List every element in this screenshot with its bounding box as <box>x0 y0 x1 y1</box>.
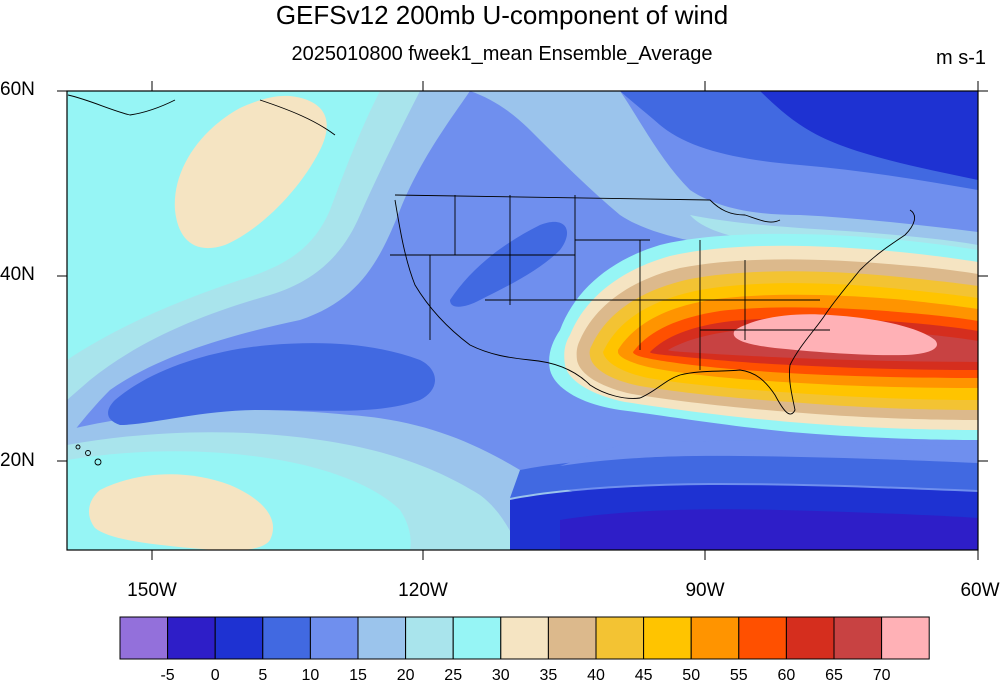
colorbar-label: 70 <box>872 667 891 684</box>
colorbar-label: -5 <box>160 667 175 684</box>
colorbar-box-13 <box>738 616 787 660</box>
field-35-40-nw-blob <box>174 95 327 249</box>
colorbar-label: 55 <box>729 667 748 684</box>
colorbar-label: 50 <box>682 667 701 684</box>
chart-title: GEFSv12 200mb U-component of wind <box>275 0 729 30</box>
colorbar-box-11 <box>643 616 692 660</box>
field-0-5-south <box>560 509 978 550</box>
lon-label-60w: 60W <box>960 580 1000 601</box>
colorbar-box-3 <box>262 616 311 660</box>
colorbar-box-10 <box>595 616 645 660</box>
hawaii-island-2 <box>85 450 91 456</box>
colorbar-label: 60 <box>777 667 796 684</box>
wind-field <box>67 91 978 550</box>
lat-label-60n: 60N <box>0 79 35 100</box>
field-20-25-canada <box>470 91 978 270</box>
colorbar <box>119 616 930 660</box>
colorbar-box-2 <box>214 616 264 660</box>
lat-label-40n: 40N <box>0 264 35 285</box>
colorbar-box-14 <box>785 616 835 660</box>
colorbar-box-4 <box>309 616 359 660</box>
colorbar-label: 30 <box>491 667 510 684</box>
map-frame <box>66 90 979 551</box>
colorbar-box-0 <box>119 616 169 660</box>
colorbar-box-5 <box>357 616 407 660</box>
colorbar-label: 25 <box>444 667 463 684</box>
lon-label-120w: 120W <box>398 580 448 601</box>
lon-label-150w: 150W <box>127 580 177 601</box>
lon-label-90w: 90W <box>685 580 725 601</box>
colorbar-box-12 <box>690 616 740 660</box>
colorbar-label: 10 <box>301 667 320 684</box>
colorbar-label: 45 <box>634 667 653 684</box>
lat-label-20n: 20N <box>0 450 35 471</box>
colorbar-label: 65 <box>825 667 843 684</box>
field-35-40-sw-blob <box>89 474 274 550</box>
boundaries <box>67 94 916 466</box>
colorbar-label: 40 <box>587 667 605 684</box>
colorbar-label: 5 <box>258 667 268 684</box>
colorbar-box-9 <box>547 616 597 660</box>
colorbar-label: 15 <box>349 667 367 684</box>
field-10-15-south <box>510 455 978 498</box>
chart-subtitle: 2025010800 fweek1_mean Ensemble_Average <box>291 43 713 65</box>
colorbar-label: 20 <box>396 667 415 684</box>
coastline-us <box>394 199 916 415</box>
coastline-alaska <box>67 94 336 136</box>
field-5-10-ne <box>760 91 978 180</box>
field-10-15-pacific <box>108 343 436 425</box>
state-lines <box>390 195 830 370</box>
colorbar-label: 35 <box>539 667 558 684</box>
us-canada-border <box>394 194 781 223</box>
colorbar-label: 0 <box>210 667 220 684</box>
colorbar-box-1 <box>167 616 216 660</box>
field-10-15-westus <box>450 221 568 307</box>
colorbar-box-15 <box>833 616 883 660</box>
colorbar-box-6 <box>405 616 454 660</box>
axis-ticks <box>57 81 988 560</box>
hawaii-island-3 <box>94 458 102 466</box>
field-15-20-south <box>560 440 978 466</box>
colorbar-box-7 <box>452 616 502 660</box>
jet-core-above-70 <box>733 314 937 356</box>
units-label: m s-1 <box>936 47 986 69</box>
colorbar-box-16 <box>881 616 930 660</box>
hawaii-island-1 <box>75 444 81 450</box>
colorbar-box-8 <box>500 616 549 660</box>
